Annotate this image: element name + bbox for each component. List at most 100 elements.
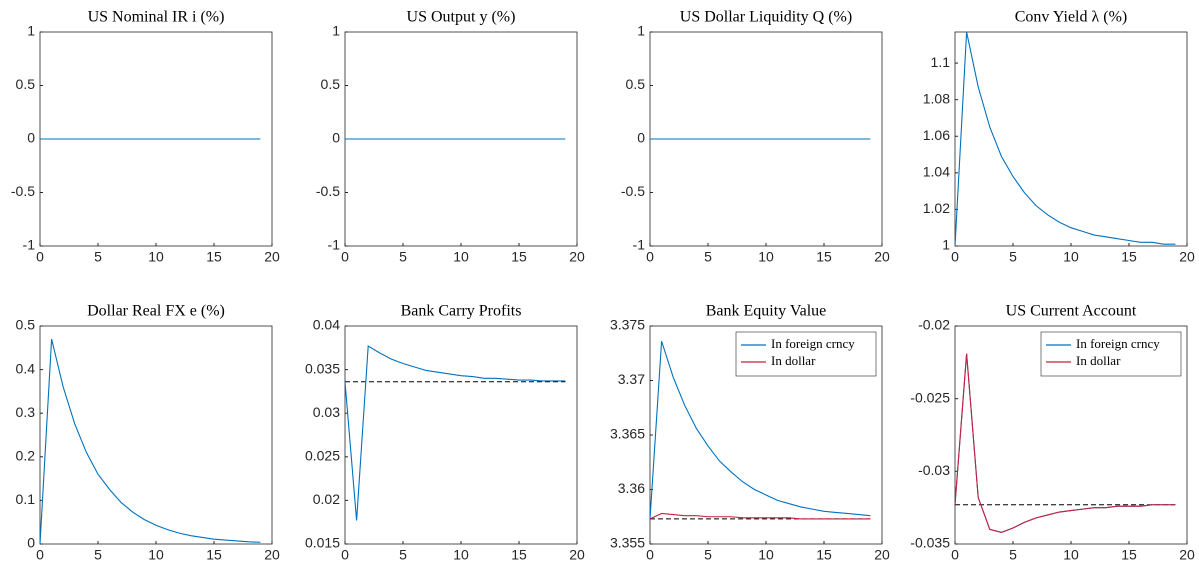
x-tick-label: 15: [816, 249, 832, 265]
y-tick-label: 0.015: [305, 535, 340, 551]
y-tick-label: 0: [637, 130, 645, 146]
subplot: US Current Account 0 5 10 15 20 -0.035 -0.03 -0.…: [910, 303, 1195, 563]
chart-title: US Current Account: [1006, 303, 1137, 320]
y-tick-label: 3.37: [618, 371, 645, 387]
y-tick-label: 0.3: [16, 404, 36, 420]
y-tick-label: 3.36: [618, 480, 645, 496]
legend-label: In foreign crncy: [771, 336, 855, 351]
chart-title: Conv Yield λ (%): [1015, 9, 1127, 26]
y-tick-label: -0.025: [910, 389, 950, 405]
x-tick-label: 0: [646, 249, 654, 265]
y-tick-label: 0.4: [16, 360, 36, 376]
subplot: Bank Equity Value 0 5 10 15 20 3.355 3.36 3.365 3…: [610, 303, 890, 563]
chart-title: Bank Carry Profits: [401, 303, 522, 320]
x-tick-label: 10: [1063, 547, 1079, 563]
x-tick-label: 20: [264, 249, 280, 265]
series-line: [649, 341, 871, 519]
legend-label: In foreign crncy: [1076, 336, 1160, 351]
y-tick-label: 1.02: [923, 200, 950, 216]
x-tick-label: 0: [951, 547, 959, 563]
y-tick-label: 1: [637, 23, 645, 39]
series-line: [954, 31, 1176, 247]
x-tick-label: 20: [1179, 547, 1195, 563]
y-tick-label: 0: [27, 130, 35, 146]
y-tick-label: -0.02: [918, 317, 950, 333]
x-tick-label: 15: [206, 249, 222, 265]
x-tick-label: 10: [453, 547, 469, 563]
x-tick-label: 5: [704, 249, 712, 265]
x-tick-label: 5: [1009, 249, 1017, 265]
x-tick-label: 15: [511, 547, 527, 563]
subplot: US Nominal IR i (%) 0 5 10 15 20 -1 -0.5 0 0.5 1: [11, 9, 280, 265]
x-tick-label: 10: [148, 547, 164, 563]
x-tick-label: 20: [264, 547, 280, 563]
y-tick-label: 0.025: [305, 448, 340, 464]
y-tick-label: 1.06: [923, 127, 950, 143]
x-tick-label: 15: [511, 249, 527, 265]
y-tick-label: 0.03: [313, 404, 340, 420]
legend-label: In dollar: [771, 353, 816, 368]
y-tick-label: 0.5: [626, 76, 646, 92]
x-tick-label: 15: [1121, 249, 1137, 265]
y-tick-label: -1: [328, 237, 341, 253]
legend-label: In dollar: [1076, 353, 1121, 368]
x-tick-label: 20: [874, 547, 890, 563]
y-tick-label: -0.5: [316, 183, 340, 199]
y-tick-label: 1: [332, 23, 340, 39]
x-tick-label: 10: [1063, 249, 1079, 265]
y-tick-label: 0.035: [305, 360, 340, 376]
y-tick-label: 1: [27, 23, 35, 39]
x-tick-label: 20: [1179, 249, 1195, 265]
x-tick-label: 5: [704, 547, 712, 563]
legend-box: [735, 331, 877, 377]
y-tick-label: -0.03: [918, 462, 950, 478]
x-tick-label: 20: [874, 249, 890, 265]
x-tick-label: 10: [758, 249, 774, 265]
x-tick-label: 5: [399, 249, 407, 265]
x-tick-label: 5: [1009, 547, 1017, 563]
y-tick-label: -1: [23, 237, 36, 253]
y-tick-label: 1.04: [923, 164, 950, 180]
x-tick-label: 0: [646, 547, 654, 563]
y-tick-label: 0: [27, 535, 35, 551]
y-tick-label: -1: [633, 237, 646, 253]
chart-title: Dollar Real FX e (%): [87, 303, 225, 320]
x-tick-label: 5: [94, 249, 102, 265]
y-tick-label: -0.5: [621, 183, 645, 199]
y-tick-label: 3.375: [610, 317, 645, 333]
series-line: [344, 345, 566, 521]
y-tick-label: -0.035: [910, 535, 950, 551]
series-line: [954, 353, 1176, 533]
x-tick-label: 0: [36, 249, 44, 265]
y-tick-label: 1.08: [923, 90, 950, 106]
y-tick-label: 1.1: [931, 54, 951, 70]
x-tick-label: 5: [399, 547, 407, 563]
axes-box: [39, 325, 273, 545]
y-tick-label: 3.365: [610, 426, 645, 442]
x-tick-label: 20: [569, 547, 585, 563]
y-tick-label: 0.1: [16, 491, 36, 507]
x-tick-label: 15: [816, 547, 832, 563]
y-tick-label: 0.2: [16, 448, 36, 464]
series-line: [39, 338, 261, 545]
x-tick-label: 0: [341, 249, 349, 265]
chart-title: US Output y (%): [407, 9, 516, 26]
x-tick-label: 15: [1121, 547, 1137, 563]
subplot: Bank Carry Profits 0 5 10 15 20 0.015 0.02 0.025…: [305, 303, 585, 563]
subplot: Conv Yield λ (%) 0 5 10 15 20 1 1.02 1.04 1.06 1.0…: [923, 9, 1195, 265]
y-tick-label: 0: [332, 130, 340, 146]
axes-box: [954, 31, 1188, 247]
series-line: [649, 512, 871, 520]
y-tick-label: 1: [942, 237, 950, 253]
subplot: US Dollar Liquidity Q (%)0 5 10 15 20-1-0.50…: [621, 9, 890, 265]
x-tick-label: 0: [36, 547, 44, 563]
x-tick-label: 10: [148, 249, 164, 265]
x-tick-label: 5: [94, 547, 102, 563]
y-tick-label: 0.5: [16, 76, 36, 92]
chart-title: US Dollar Liquidity Q (%): [680, 9, 852, 26]
y-tick-label: 3.355: [610, 535, 645, 551]
x-tick-label: 10: [453, 249, 469, 265]
y-tick-label: 0.5: [16, 317, 36, 333]
x-tick-label: 10: [758, 547, 774, 563]
